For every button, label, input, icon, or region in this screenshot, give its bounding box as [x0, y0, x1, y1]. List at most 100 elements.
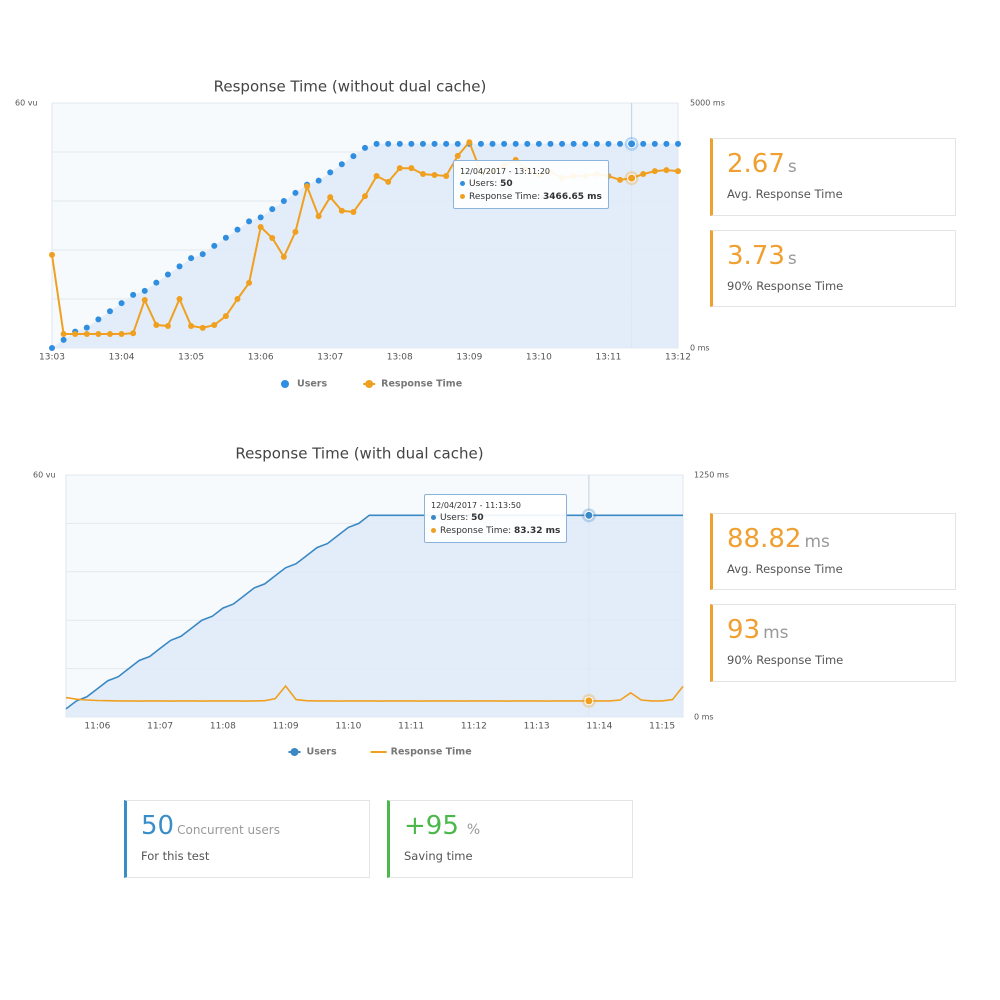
marker [570, 140, 577, 147]
marker [106, 308, 113, 315]
chart-title: Response Time (without dual cache) [214, 78, 487, 96]
summary-unit: Concurrent users [177, 823, 280, 837]
marker [95, 316, 102, 323]
marker [153, 321, 160, 328]
tooltip-label: Users: [440, 513, 469, 523]
marker [663, 140, 670, 147]
tooltip-dot [460, 181, 465, 186]
tooltip: 12/04/2017 - 13:11:20 Users: 50 Response T… [453, 160, 609, 209]
marker [211, 321, 218, 328]
marker [350, 209, 357, 216]
marker [454, 152, 461, 159]
marker [408, 165, 415, 172]
tooltip-value: 50 [471, 513, 484, 523]
tooltip-row: Users: 50 [460, 178, 602, 191]
y2-tick-label: 0 ms [694, 713, 714, 722]
marker [188, 255, 195, 262]
tooltip-label: Users: [469, 179, 498, 189]
x-tick-label: 11:15 [649, 722, 675, 732]
stat-value: 3.73 [727, 241, 785, 271]
legend-label: Response Time [381, 379, 462, 390]
marker [257, 223, 264, 230]
stat-unit: s [787, 157, 797, 177]
marker [605, 140, 612, 147]
x-tick-label: 13:07 [317, 353, 343, 363]
marker [640, 171, 647, 178]
marker [130, 330, 137, 337]
marker [211, 242, 218, 249]
marker [164, 271, 171, 278]
tooltip-row: Response Time: 83.32 ms [431, 525, 560, 538]
marker [559, 140, 566, 147]
marker [419, 140, 426, 147]
marker [72, 330, 79, 337]
marker [443, 140, 450, 147]
marker [141, 296, 148, 303]
marker [280, 253, 287, 260]
marker [141, 287, 148, 294]
x-tick-label: 11:14 [586, 722, 612, 732]
legend-label: Response Time [391, 747, 472, 758]
marker [222, 313, 229, 320]
marker [130, 291, 137, 298]
marker [675, 140, 681, 147]
stat-label: Avg. Response Time [727, 187, 843, 201]
marker [222, 234, 229, 241]
marker [234, 226, 241, 233]
marker [617, 140, 624, 147]
tooltip-value: 50 [500, 179, 513, 189]
marker [582, 140, 589, 147]
tooltip-date: 12/04/2017 - 13:11:20 [460, 167, 551, 176]
x-tick-label: 11:08 [210, 722, 236, 732]
marker [535, 140, 542, 147]
highlight-point [584, 696, 594, 706]
tooltip-value: 3466.65 ms [543, 192, 602, 202]
marker [547, 140, 554, 147]
highlight-point [627, 139, 637, 149]
tooltip: 12/04/2017 - 11:13:50 Users: 50 Response T… [424, 494, 568, 543]
marker [524, 140, 531, 147]
summary-card: +95% Saving time [387, 800, 633, 878]
x-tick-label: 13:08 [387, 353, 413, 363]
marker [408, 140, 415, 147]
marker [269, 206, 276, 213]
marker [176, 263, 183, 270]
marker [106, 330, 113, 337]
marker [327, 194, 334, 201]
tooltip-label: Response Time: [469, 192, 541, 202]
stat-unit: ms [763, 623, 789, 643]
x-tick-label: 11:07 [147, 722, 173, 732]
stat-card: 2.67 s Avg. Response Time [710, 138, 956, 216]
tooltip-row: Response Time: 3466.65 ms [460, 191, 602, 204]
marker [396, 165, 403, 172]
marker [246, 218, 253, 225]
marker [49, 251, 55, 258]
summary-value: +95 [404, 811, 459, 841]
marker [118, 330, 125, 337]
legend-swatch [290, 748, 299, 756]
stat-label: Avg. Response Time [727, 562, 843, 576]
chart-title: Response Time (with dual cache) [235, 445, 483, 463]
x-tick-label: 11:13 [524, 722, 550, 732]
marker [640, 140, 647, 147]
series-line [65, 684, 684, 702]
marker [489, 140, 496, 147]
x-tick-label: 11:09 [273, 722, 299, 732]
marker [651, 140, 658, 147]
stat-card: 3.73 s 90% Response Time [710, 230, 956, 307]
marker [60, 330, 67, 337]
summary-label: Saving time [404, 849, 473, 863]
x-tick-label: 13:03 [39, 353, 65, 363]
x-tick-label: 13:12 [665, 353, 691, 363]
marker [385, 140, 392, 147]
area [66, 515, 683, 717]
summary-value: 50 [141, 811, 175, 841]
legend-label: Users [297, 379, 327, 390]
marker [269, 234, 276, 241]
y-tick-label: 60 vu [33, 471, 56, 480]
tooltip-row: Users: 50 [431, 512, 560, 525]
marker [292, 189, 299, 196]
marker [396, 140, 403, 147]
stat-card: 93 ms 90% Response Time [710, 604, 956, 682]
